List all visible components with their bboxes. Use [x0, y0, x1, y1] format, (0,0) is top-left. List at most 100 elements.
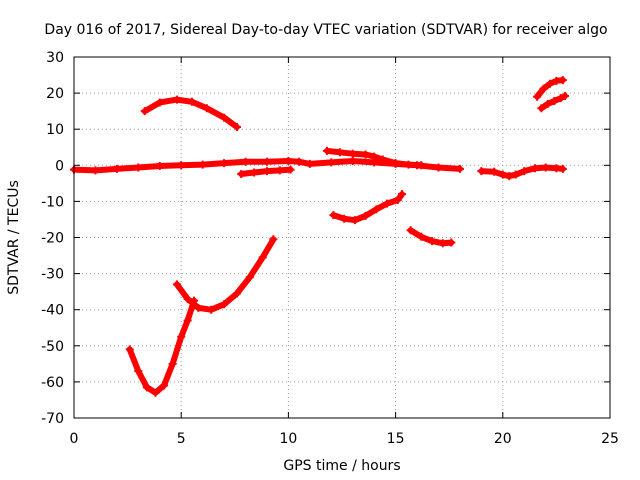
data-point: [275, 166, 284, 175]
y-tick-label: -20: [41, 231, 64, 247]
data-point: [322, 146, 331, 155]
data-point: [258, 253, 267, 262]
y-tick-label: -70: [41, 411, 64, 427]
y-tick-label: -50: [41, 339, 64, 355]
data-point: [383, 199, 392, 208]
data-point: [140, 107, 149, 116]
data-point: [438, 239, 447, 248]
track-line: [141, 96, 240, 130]
data-point: [541, 163, 550, 172]
data-track: [537, 91, 569, 113]
data-point: [361, 211, 370, 220]
data-point: [198, 160, 207, 169]
data-point: [269, 235, 278, 244]
track-line: [478, 164, 566, 180]
data-point: [155, 98, 164, 107]
data-point: [202, 104, 211, 113]
data-point: [558, 76, 567, 85]
data-point: [404, 160, 413, 169]
y-axis-label: SDTVAR / TECUs: [6, 180, 22, 295]
data-point: [177, 161, 186, 170]
data-track: [406, 226, 456, 248]
x-axis-label: GPS time / hours: [283, 458, 400, 474]
chart-title: Day 016 of 2017, Sidereal Day-to-day VTE…: [44, 22, 607, 38]
data-track: [322, 146, 426, 170]
plot-frame: [73, 56, 611, 419]
y-tick-label: 20: [46, 86, 64, 102]
data-track: [237, 165, 295, 178]
data-point: [417, 232, 426, 241]
data-point: [232, 123, 241, 132]
data-point: [560, 91, 569, 100]
data-point: [340, 214, 349, 223]
data-point: [284, 156, 293, 165]
data-track: [329, 190, 407, 225]
data-point: [434, 163, 443, 172]
data-point: [237, 169, 246, 178]
data-point: [295, 157, 304, 166]
axes: 0 5 10 15 20 25 -70 -60 -50 -40 -30 -20 -10 0 10 20 30: [41, 50, 619, 447]
y-tick-label: -60: [41, 375, 64, 391]
data-point: [262, 157, 271, 166]
data-point: [172, 280, 181, 289]
data-point: [168, 359, 177, 368]
x-tick-label: 20: [494, 431, 512, 447]
data-point: [455, 164, 464, 173]
data-point: [220, 113, 229, 122]
data-point: [350, 216, 359, 225]
data-point: [543, 99, 552, 108]
y-tick-label: 10: [46, 122, 64, 138]
data-point: [558, 164, 567, 173]
data-point: [220, 159, 229, 168]
x-tick-label: 0: [70, 431, 79, 447]
data-point: [556, 94, 565, 103]
data-point: [327, 158, 336, 167]
data-point: [305, 159, 314, 168]
data-point: [505, 172, 514, 181]
y-tick-label: 0: [55, 158, 64, 174]
x-tick-label: 10: [279, 431, 297, 447]
y-tick-label: -40: [41, 303, 64, 319]
track-line: [126, 297, 198, 396]
y-tick-label: -30: [41, 267, 64, 283]
data-point: [220, 300, 229, 309]
data-point: [428, 237, 437, 246]
data-point: [537, 104, 546, 113]
x-tick-label: 5: [177, 431, 186, 447]
data-track: [477, 163, 567, 181]
data-point: [125, 345, 134, 354]
data-series: [70, 76, 569, 397]
data-point: [177, 332, 186, 341]
data-point: [520, 167, 529, 176]
data-point: [194, 303, 203, 312]
data-point: [183, 316, 192, 325]
grid: [74, 57, 610, 418]
y-tick-label: -10: [41, 194, 64, 210]
data-point: [183, 294, 192, 303]
data-point: [417, 161, 426, 170]
data-point: [348, 156, 357, 165]
data-point: [151, 388, 160, 397]
data-point: [91, 166, 100, 175]
data-point: [550, 97, 559, 106]
data-point: [112, 164, 121, 173]
data-point: [134, 367, 143, 376]
data-point: [329, 211, 338, 220]
data-point: [398, 190, 407, 199]
data-point: [245, 273, 254, 282]
data-point: [372, 205, 381, 214]
data-track: [140, 95, 241, 132]
data-track: [533, 76, 567, 101]
data-point: [142, 383, 151, 392]
data-point: [155, 162, 164, 171]
data-point: [262, 167, 271, 176]
data-point: [539, 84, 548, 93]
data-point: [232, 289, 241, 298]
data-point: [490, 167, 499, 176]
data-point: [335, 148, 344, 157]
x-tick-label: 15: [387, 431, 405, 447]
data-point: [391, 159, 400, 168]
data-point: [370, 152, 379, 161]
data-point: [533, 92, 542, 101]
